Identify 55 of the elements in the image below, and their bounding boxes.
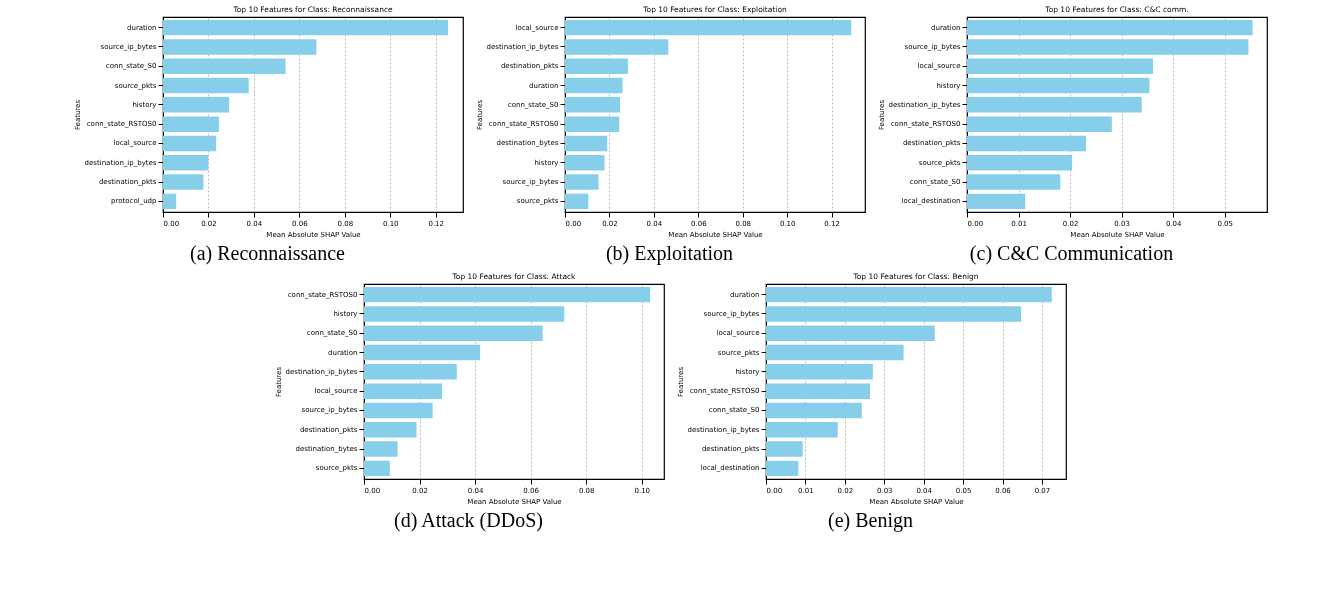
bar: [363, 306, 564, 322]
text: (e) Benign: [828, 509, 913, 532]
bar: [162, 193, 176, 210]
bar: [564, 155, 605, 171]
bar: [966, 174, 1060, 190]
bar: [162, 97, 229, 113]
bar: [363, 325, 543, 341]
bar: [162, 39, 316, 55]
bar: [363, 364, 457, 380]
bar: [363, 286, 650, 303]
bar: [765, 402, 862, 419]
bar: [564, 193, 588, 210]
bar: [765, 306, 1021, 322]
bar: [765, 325, 935, 341]
bar: [765, 364, 873, 380]
bar: [363, 344, 480, 361]
bar: [564, 19, 851, 36]
bar: [966, 58, 1153, 74]
bar: [363, 402, 433, 419]
bar: [564, 174, 599, 190]
bar: [966, 193, 1025, 210]
bar: [966, 135, 1086, 152]
bar: [966, 97, 1142, 113]
text: (d) Attack (DDoS): [394, 509, 543, 532]
bar: [162, 174, 203, 190]
bar: [966, 116, 1112, 132]
bar: [162, 58, 285, 74]
bar: [765, 286, 1052, 303]
text: (a) Reconnaissance: [190, 242, 345, 265]
bar: [765, 422, 838, 438]
bar: [765, 460, 798, 477]
bar: [966, 19, 1253, 36]
bar: [162, 155, 208, 171]
bar: [564, 58, 628, 74]
bar: [162, 135, 216, 152]
bar: [966, 77, 1149, 94]
text: (c) C&C Communication: [969, 242, 1174, 265]
text: (b) Exploitation: [605, 242, 734, 265]
bar: [765, 441, 803, 457]
bar: [162, 116, 219, 132]
bar: [564, 77, 623, 94]
bar: [966, 155, 1072, 171]
bar: [564, 135, 607, 152]
bar: [363, 441, 398, 457]
bar: [564, 116, 619, 132]
bar: [564, 97, 620, 113]
bar: [966, 39, 1248, 55]
bar: [765, 383, 870, 399]
bar: [363, 460, 390, 477]
bar: [162, 77, 249, 94]
bar: [162, 19, 448, 36]
bar: [564, 39, 668, 55]
bar: [363, 383, 442, 399]
bar: [765, 344, 904, 361]
bar: [363, 422, 416, 438]
